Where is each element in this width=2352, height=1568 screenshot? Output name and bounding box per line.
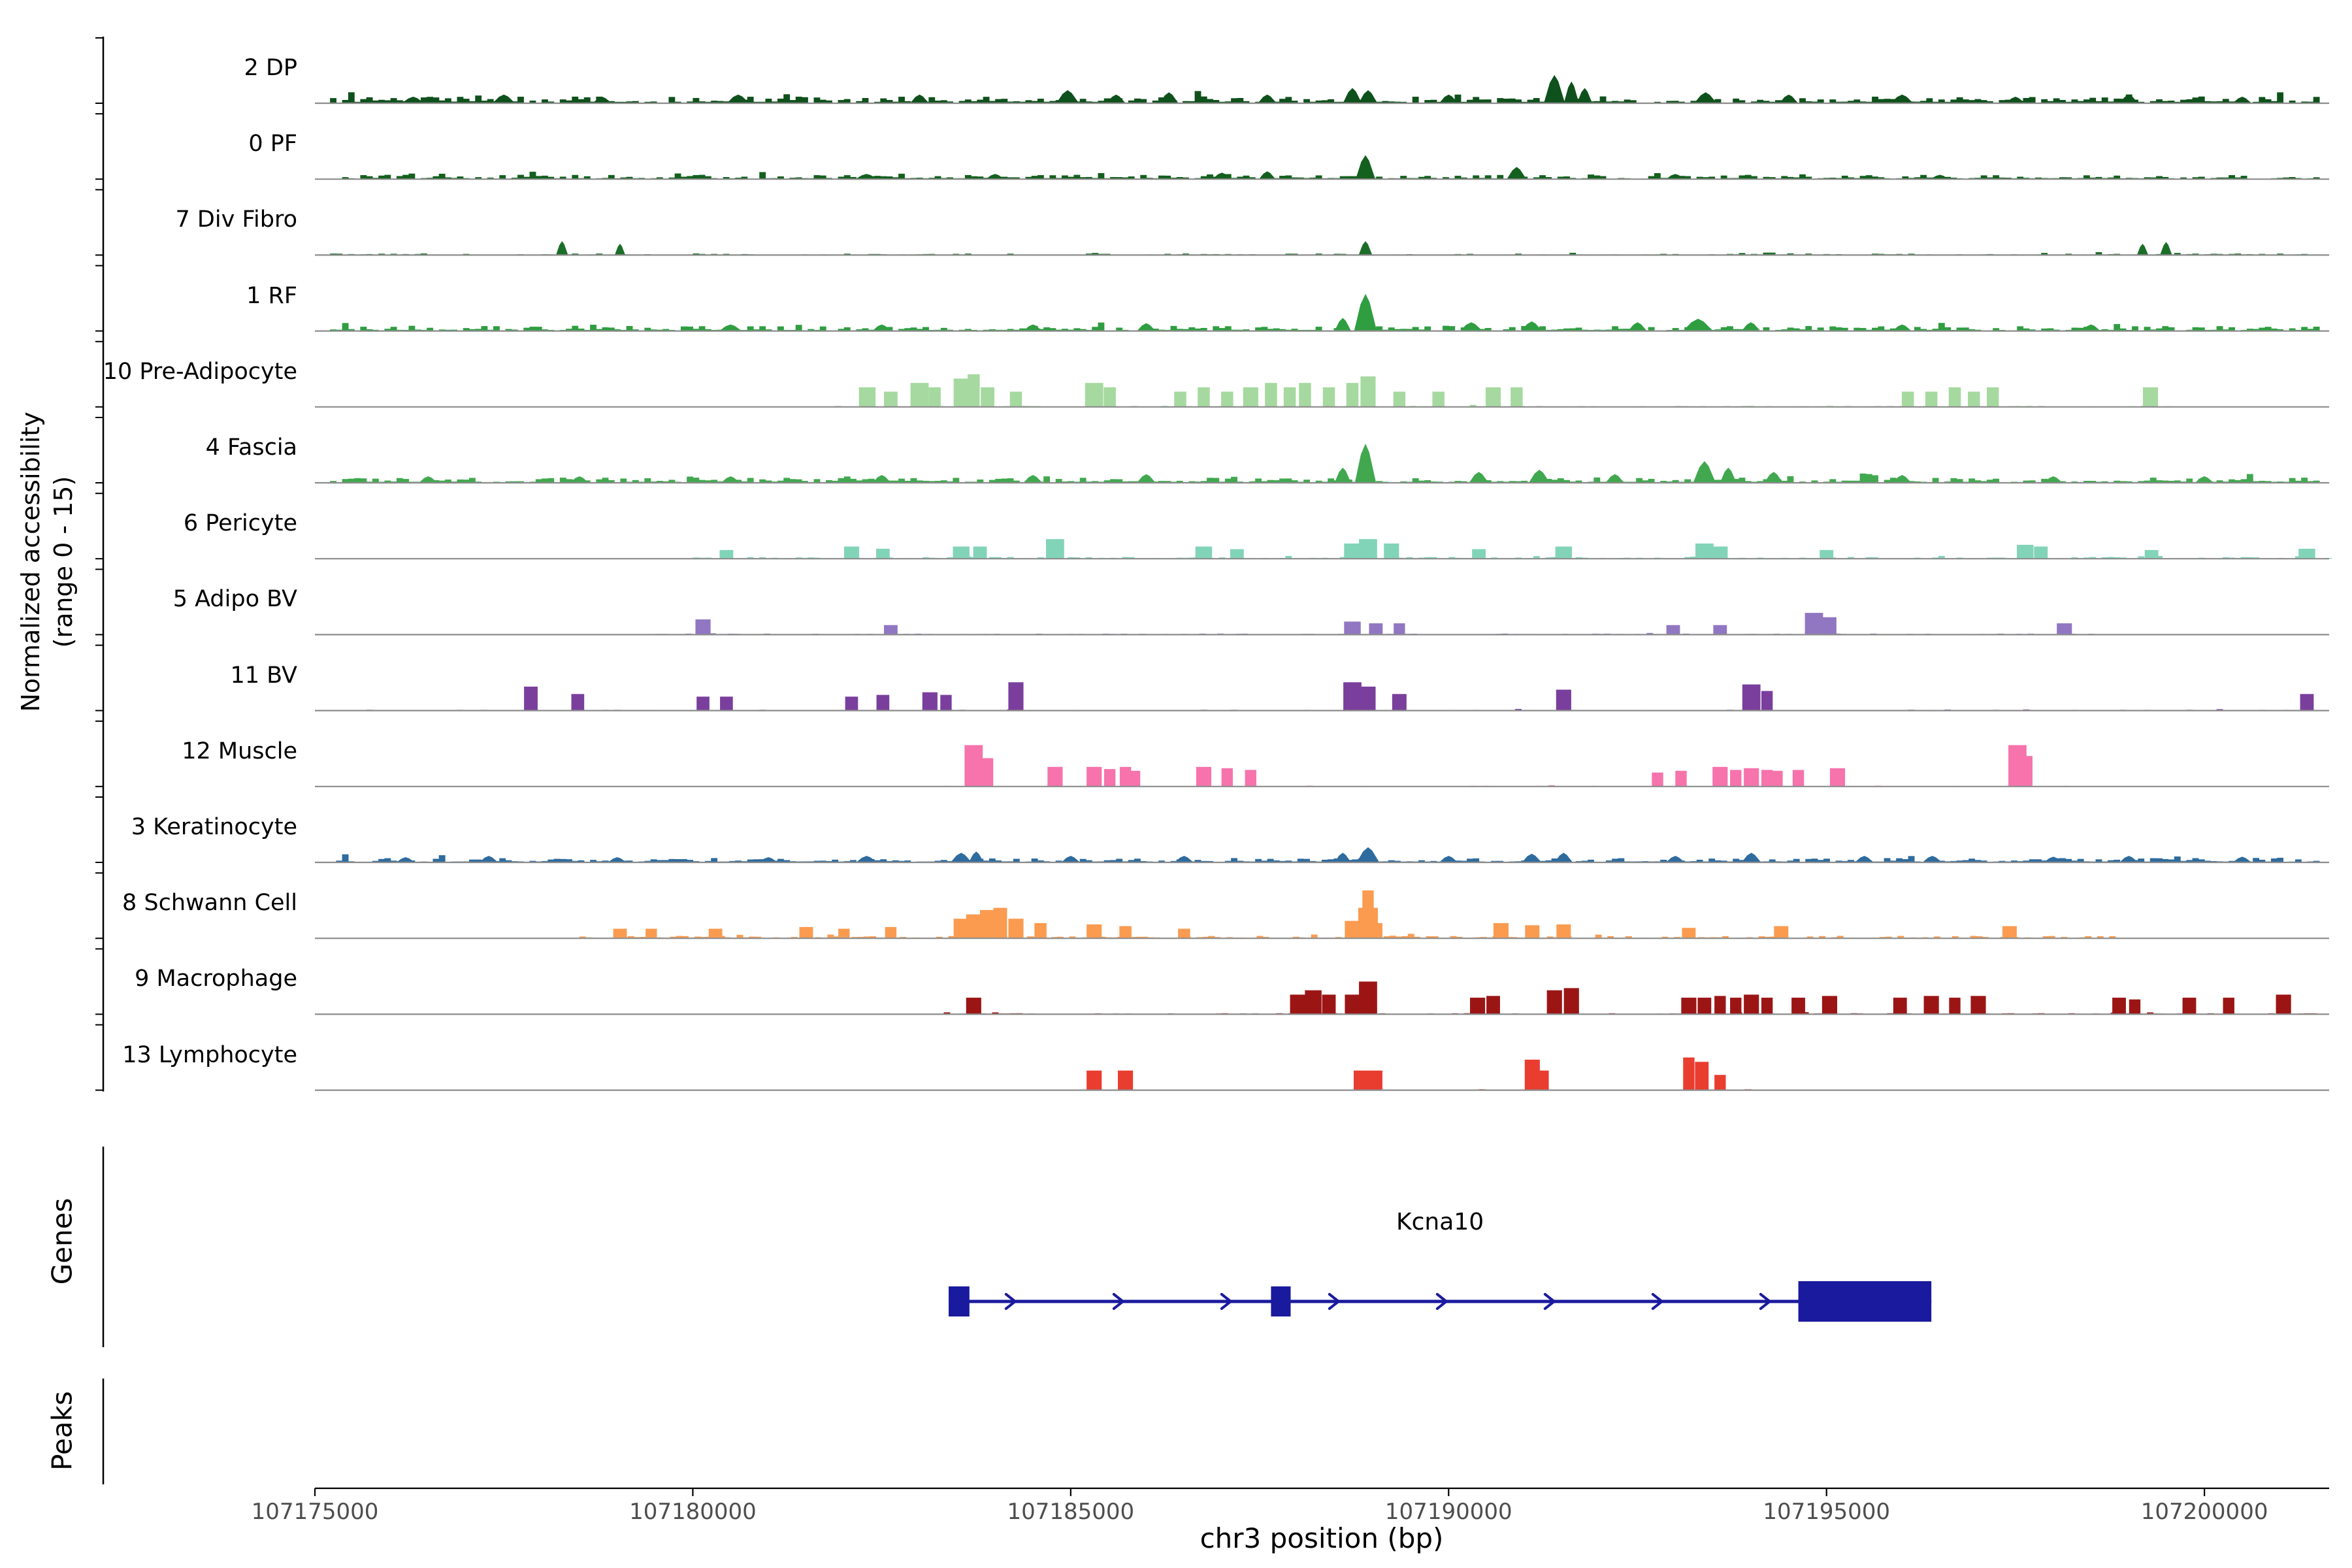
track-signal [655, 613, 2095, 635]
track-signal [834, 374, 2172, 407]
track-label: 3 Keratinocyte [131, 814, 297, 840]
track-label: 0 PF [248, 131, 297, 157]
track-label: 7 Div Fibro [175, 206, 297, 233]
track-signal [943, 745, 2069, 787]
track-signal [693, 539, 2332, 559]
track-label: 11 BV [230, 662, 297, 689]
track-label: 1 RF [246, 282, 297, 309]
strand-arrow-icon [1651, 1293, 1665, 1310]
x-axis-title: chr3 position (bp) [1200, 1522, 1444, 1554]
gene-exon [1271, 1286, 1291, 1316]
strand-arrow-icon [1004, 1293, 1018, 1310]
strand-arrow-icon [1220, 1293, 1233, 1310]
peaks-section-label: Peaks [46, 1391, 78, 1471]
gene-exon [1798, 1281, 1932, 1322]
x-tick-label: 107195000 [1763, 1499, 1891, 1525]
x-tick-label: 107175000 [251, 1499, 379, 1525]
x-tick-label: 107190000 [1384, 1499, 1512, 1525]
track-signal [330, 241, 2314, 255]
track-label: 12 Muscle [182, 738, 297, 764]
x-tick-label: 107185000 [1007, 1499, 1135, 1525]
strand-arrow-icon [1112, 1293, 1126, 1310]
track-signal [330, 444, 2320, 483]
track-signal [330, 293, 2320, 331]
strand-arrow-icon [1543, 1293, 1557, 1310]
track-signal [995, 1057, 1788, 1090]
track-signal [336, 847, 2320, 862]
track-label: 6 Pericyte [183, 510, 297, 537]
track-signal [943, 981, 2317, 1015]
track-signal [342, 155, 2320, 180]
track-signal [336, 682, 2314, 711]
strand-arrow-icon [1435, 1293, 1449, 1310]
track-label: 8 Schwann Cell [122, 890, 297, 917]
gene-exon [949, 1286, 970, 1316]
track-label: 10 Pre-Adipocyte [103, 358, 297, 385]
genes-section-label: Genes [46, 1198, 78, 1285]
track-label: 4 Fascia [205, 434, 297, 461]
track-label: 9 Macrophage [135, 966, 297, 992]
gene-name-label: Kcna10 [1396, 1209, 1484, 1235]
track-signal [330, 74, 2320, 103]
x-tick-label: 107180000 [629, 1499, 757, 1525]
x-tick-label: 107200000 [2140, 1499, 2268, 1525]
strand-arrow-icon [1328, 1293, 1341, 1310]
track-signal [579, 890, 2116, 939]
track-label: 13 Lymphocyte [122, 1041, 297, 1068]
track-label: 5 Adipo BV [172, 586, 297, 613]
track-label: 2 DP [244, 55, 297, 81]
gene-model [949, 1281, 1932, 1322]
strand-arrow-icon [1759, 1293, 1772, 1310]
